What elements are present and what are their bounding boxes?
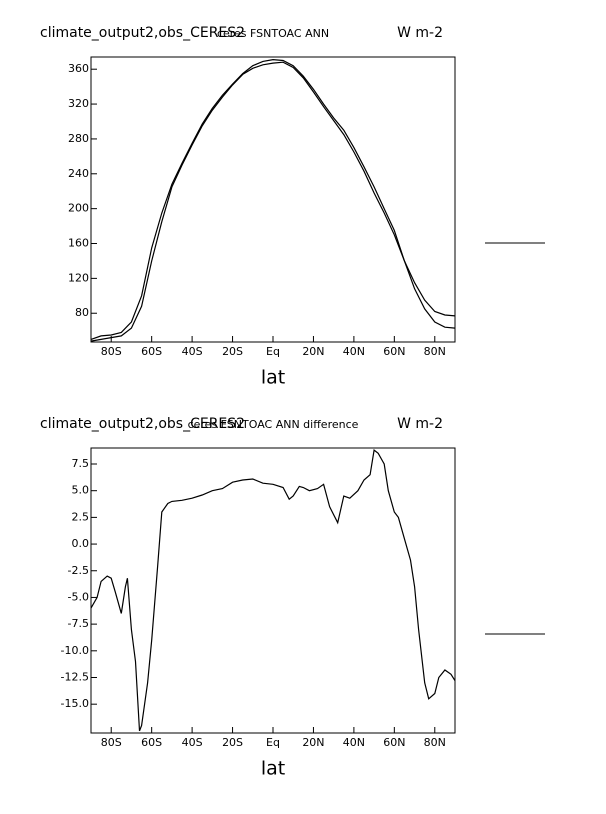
y-tick-label: 360 [68, 62, 89, 75]
x-tick-label: 60S [141, 736, 162, 749]
x-tick-label: 20S [222, 736, 243, 749]
x-tick-label: 60S [141, 345, 162, 358]
x-tick-label: 40N [343, 345, 365, 358]
y-tick-label: -15.0 [61, 697, 89, 710]
x-tick-label: 40S [182, 736, 203, 749]
y-tick-label: 2.5 [72, 510, 90, 523]
data-line [90, 61, 456, 342]
x-axis-label: lat [261, 758, 285, 780]
units: W m-2 [397, 416, 443, 432]
x-tick-label: 20S [222, 345, 243, 358]
y-tick-label: 320 [68, 97, 89, 110]
chart-title: climate_output2,obs_CERES2 [40, 416, 245, 432]
y-tick-label: -5.0 [68, 590, 89, 603]
data-line [90, 449, 456, 732]
y-tick-label: -7.5 [68, 617, 89, 630]
x-tick-label: 60N [383, 345, 405, 358]
x-tick-label: Eq [266, 345, 280, 358]
y-tick-label: 120 [68, 271, 89, 284]
x-tick-label: Eq [266, 736, 280, 749]
x-tick-label: 20N [302, 736, 324, 749]
x-axis-label: lat [261, 367, 285, 389]
plot-frame [90, 447, 456, 734]
chart-subtitle: ceres FSNTOAC ANN difference [188, 418, 359, 431]
chart-subtitle: ceres FSNTOAC ANN [217, 27, 329, 40]
chart-title: climate_output2,obs_CERES2 [40, 25, 245, 41]
y-tick-label: 7.5 [72, 457, 90, 470]
x-tick-label: 80S [101, 345, 122, 358]
plot-frame [90, 56, 456, 343]
y-tick-label: 200 [68, 202, 89, 215]
x-tick-label: 40S [182, 345, 203, 358]
y-tick-label: 5.0 [72, 484, 90, 497]
x-tick-label: 80N [424, 345, 446, 358]
y-tick-label: -12.5 [61, 670, 89, 683]
y-tick-label: 80 [75, 306, 89, 319]
y-tick-label: -2.5 [68, 564, 89, 577]
data-line [90, 58, 456, 340]
y-tick-label: 0.0 [72, 537, 90, 550]
x-tick-label: 80N [424, 736, 446, 749]
y-tick-label: 160 [68, 237, 89, 250]
x-tick-label: 60N [383, 736, 405, 749]
units: W m-2 [397, 25, 443, 41]
x-tick-label: 40N [343, 736, 365, 749]
y-tick-label: -10.0 [61, 644, 89, 657]
x-tick-label: 80S [101, 736, 122, 749]
y-tick-label: 240 [68, 167, 89, 180]
y-tick-label: 280 [68, 132, 89, 145]
x-tick-label: 20N [302, 345, 324, 358]
